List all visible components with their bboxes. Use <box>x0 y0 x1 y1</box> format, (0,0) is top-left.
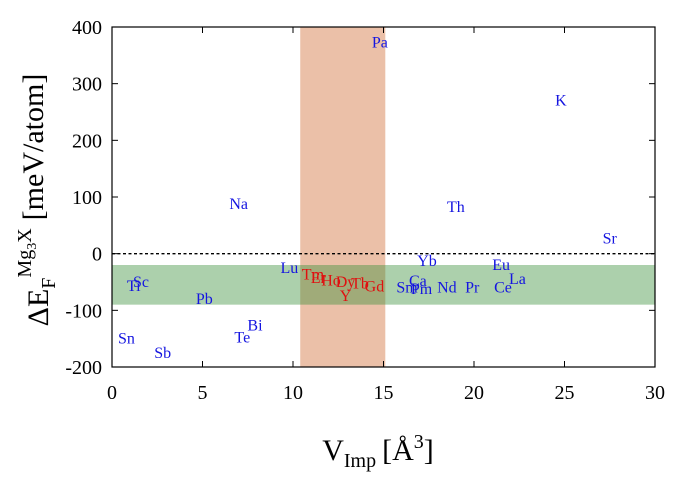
y-tick-label: 400 <box>72 17 102 39</box>
y-label-sub: F <box>38 278 60 289</box>
point-label-tb: Tb <box>351 276 369 293</box>
point-label-sb: Sb <box>154 345 171 362</box>
x-tick-label: 20 <box>464 382 484 404</box>
x-tick-label: 5 <box>198 382 208 404</box>
y-axis-label: ΔEFMg3X [meV/atom] <box>14 74 60 327</box>
point-label-gd: Gd <box>365 279 385 296</box>
bands <box>112 27 655 367</box>
y-label-sup-sub: 3 <box>25 243 40 250</box>
point-label-te: Te <box>234 330 250 347</box>
y-label-sup-tail: X <box>14 228 36 243</box>
point-label-sc: Sc <box>133 274 149 291</box>
point-label-k: K <box>555 93 567 110</box>
axis-ticks: 0 5 10 15 20 25 30 -200 -100 0 100 200 300 400 <box>65 17 665 404</box>
x-label-unit-sup: 3 <box>414 431 424 453</box>
point-label-ca: Ca <box>409 273 427 290</box>
point-label-y: Y <box>340 288 352 305</box>
volume-band <box>300 27 386 367</box>
y-tick-label: -100 <box>65 300 102 322</box>
x-tick-label: 10 <box>283 382 303 404</box>
point-label-pa: Pa <box>372 34 388 51</box>
point-label-yb: Yb <box>417 253 437 270</box>
point-label-sr: Sr <box>603 230 618 247</box>
point-label-pb: Pb <box>196 291 213 308</box>
point-label-th: Th <box>447 199 465 216</box>
y-label-unit: [meV/atom] <box>17 74 50 221</box>
point-label-bi: Bi <box>247 318 263 335</box>
y-tick-label: 100 <box>72 187 102 209</box>
point-label-pm: Pm <box>411 281 433 298</box>
x-tick-label: 0 <box>107 382 117 404</box>
x-tick-label: 15 <box>374 382 394 404</box>
point-label-sm: Sm <box>396 280 418 297</box>
x-label-sub: Imp <box>344 450 376 472</box>
y-tick-label: -200 <box>65 357 102 379</box>
point-label-eu: Eu <box>492 257 510 274</box>
point-label-er: Er <box>311 270 327 287</box>
point-label-nd: Nd <box>437 280 457 297</box>
point-label-na: Na <box>229 196 248 213</box>
point-label-lu: Lu <box>280 260 298 277</box>
point-label-ti: Ti <box>127 278 141 295</box>
point-label-ho: Ho <box>321 272 341 289</box>
x-axis-label: VImp [Å3] <box>322 431 434 472</box>
y-tick-label: 300 <box>72 74 102 96</box>
x-tick-label: 30 <box>645 382 665 404</box>
x-tick-label: 25 <box>555 382 575 404</box>
energy-band <box>112 265 655 305</box>
x-label-unit: [Å <box>382 434 414 467</box>
y-tick-label: 0 <box>92 244 102 266</box>
point-label-la: La <box>509 271 526 288</box>
x-label-close: ] <box>424 434 434 467</box>
x-label-main: V <box>322 434 344 467</box>
point-label-tm: Tm <box>302 267 325 284</box>
y-label-main: ΔE <box>22 289 55 327</box>
point-label-dy: Dy <box>336 274 356 291</box>
point-label-ce: Ce <box>494 280 512 297</box>
y-label-sup: Mg <box>14 250 36 278</box>
point-label-sn: Sn <box>118 331 135 348</box>
y-tick-label: 200 <box>72 130 102 152</box>
point-label-pr: Pr <box>465 280 480 297</box>
